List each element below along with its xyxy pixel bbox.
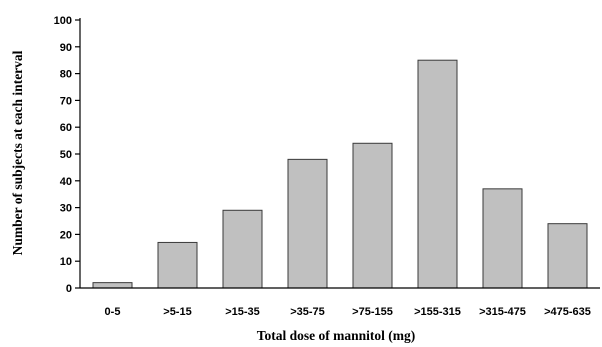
y-tick-label: 60 bbox=[60, 122, 72, 134]
y-tick-label: 80 bbox=[60, 69, 72, 81]
y-tick-label: 100 bbox=[54, 15, 72, 27]
y-axis: 0 10 20 30 40 50 60 70 80 90 100 bbox=[54, 15, 81, 295]
y-tick-label: 40 bbox=[60, 176, 72, 188]
x-tick-label: >15-35 bbox=[225, 306, 260, 318]
y-tick-label: 10 bbox=[60, 256, 72, 268]
bar-0 bbox=[92, 282, 133, 289]
bar-4 bbox=[352, 142, 393, 289]
y-tick-label: 0 bbox=[66, 283, 72, 295]
x-tick-label: >475-635 bbox=[544, 306, 591, 318]
bar-5 bbox=[417, 59, 458, 289]
x-tick-label: >315-475 bbox=[479, 306, 526, 318]
bar-3 bbox=[287, 158, 328, 289]
y-tick-label: 90 bbox=[60, 42, 72, 54]
x-tick-label: >5-15 bbox=[163, 306, 191, 318]
bar-2 bbox=[222, 209, 263, 289]
bar-7 bbox=[547, 223, 588, 289]
y-tick-label: 50 bbox=[60, 149, 72, 161]
x-axis-title: Total dose of mannitol (mg) bbox=[257, 328, 416, 343]
x-tick-label: >35-75 bbox=[290, 306, 325, 318]
y-tick-label: 20 bbox=[60, 229, 72, 241]
y-axis-title: Number of subjects at each interval bbox=[10, 50, 25, 255]
y-tick-label: 70 bbox=[60, 95, 72, 107]
x-axis: 0-5 >5-15 >15-35 >35-75 >75-155 >155-315 >315-… bbox=[80, 287, 600, 318]
y-tick-label: 30 bbox=[60, 203, 72, 215]
bar-6 bbox=[482, 188, 523, 289]
x-tick-label: 0-5 bbox=[105, 306, 121, 318]
bars bbox=[92, 59, 588, 289]
x-tick-label: >75-155 bbox=[352, 306, 393, 318]
bar-1 bbox=[157, 241, 198, 289]
x-tick-label: >155-315 bbox=[414, 306, 461, 318]
